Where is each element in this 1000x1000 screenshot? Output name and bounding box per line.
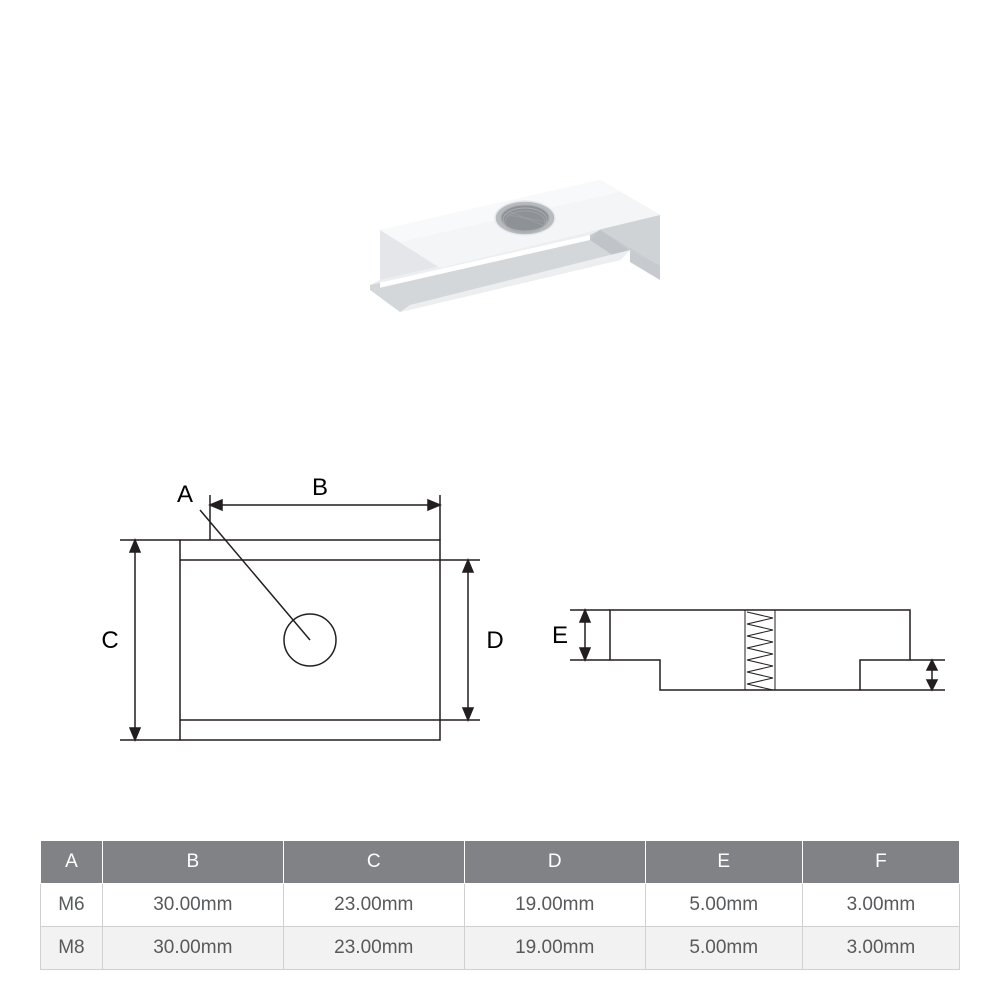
- col-C: C: [283, 841, 464, 884]
- table-header-row: A B C D E F: [41, 841, 960, 884]
- label-B: B: [312, 474, 328, 501]
- table-row: M6 30.00mm 23.00mm 19.00mm 5.00mm 3.00mm: [41, 884, 960, 927]
- table-row: M8 30.00mm 23.00mm 19.00mm 5.00mm 3.00mm: [41, 927, 960, 970]
- col-A: A: [41, 841, 103, 884]
- col-B: B: [102, 841, 283, 884]
- label-E: E: [552, 622, 568, 649]
- label-C: C: [101, 627, 118, 654]
- product-3d-render: [320, 90, 680, 340]
- spec-table: A B C D E F M6 30.00mm 23.00mm 19.00mm 5…: [40, 840, 960, 970]
- technical-diagram: B A C D: [50, 460, 950, 780]
- col-D: D: [464, 841, 645, 884]
- diagram-side-view: E F: [552, 610, 950, 690]
- diagram-top-view: B A C D: [101, 474, 503, 740]
- dimensions-table: A B C D E F M6 30.00mm 23.00mm 19.00mm 5…: [40, 840, 960, 970]
- col-E: E: [645, 841, 802, 884]
- label-A: A: [177, 481, 193, 508]
- label-D: D: [486, 627, 503, 654]
- col-F: F: [802, 841, 959, 884]
